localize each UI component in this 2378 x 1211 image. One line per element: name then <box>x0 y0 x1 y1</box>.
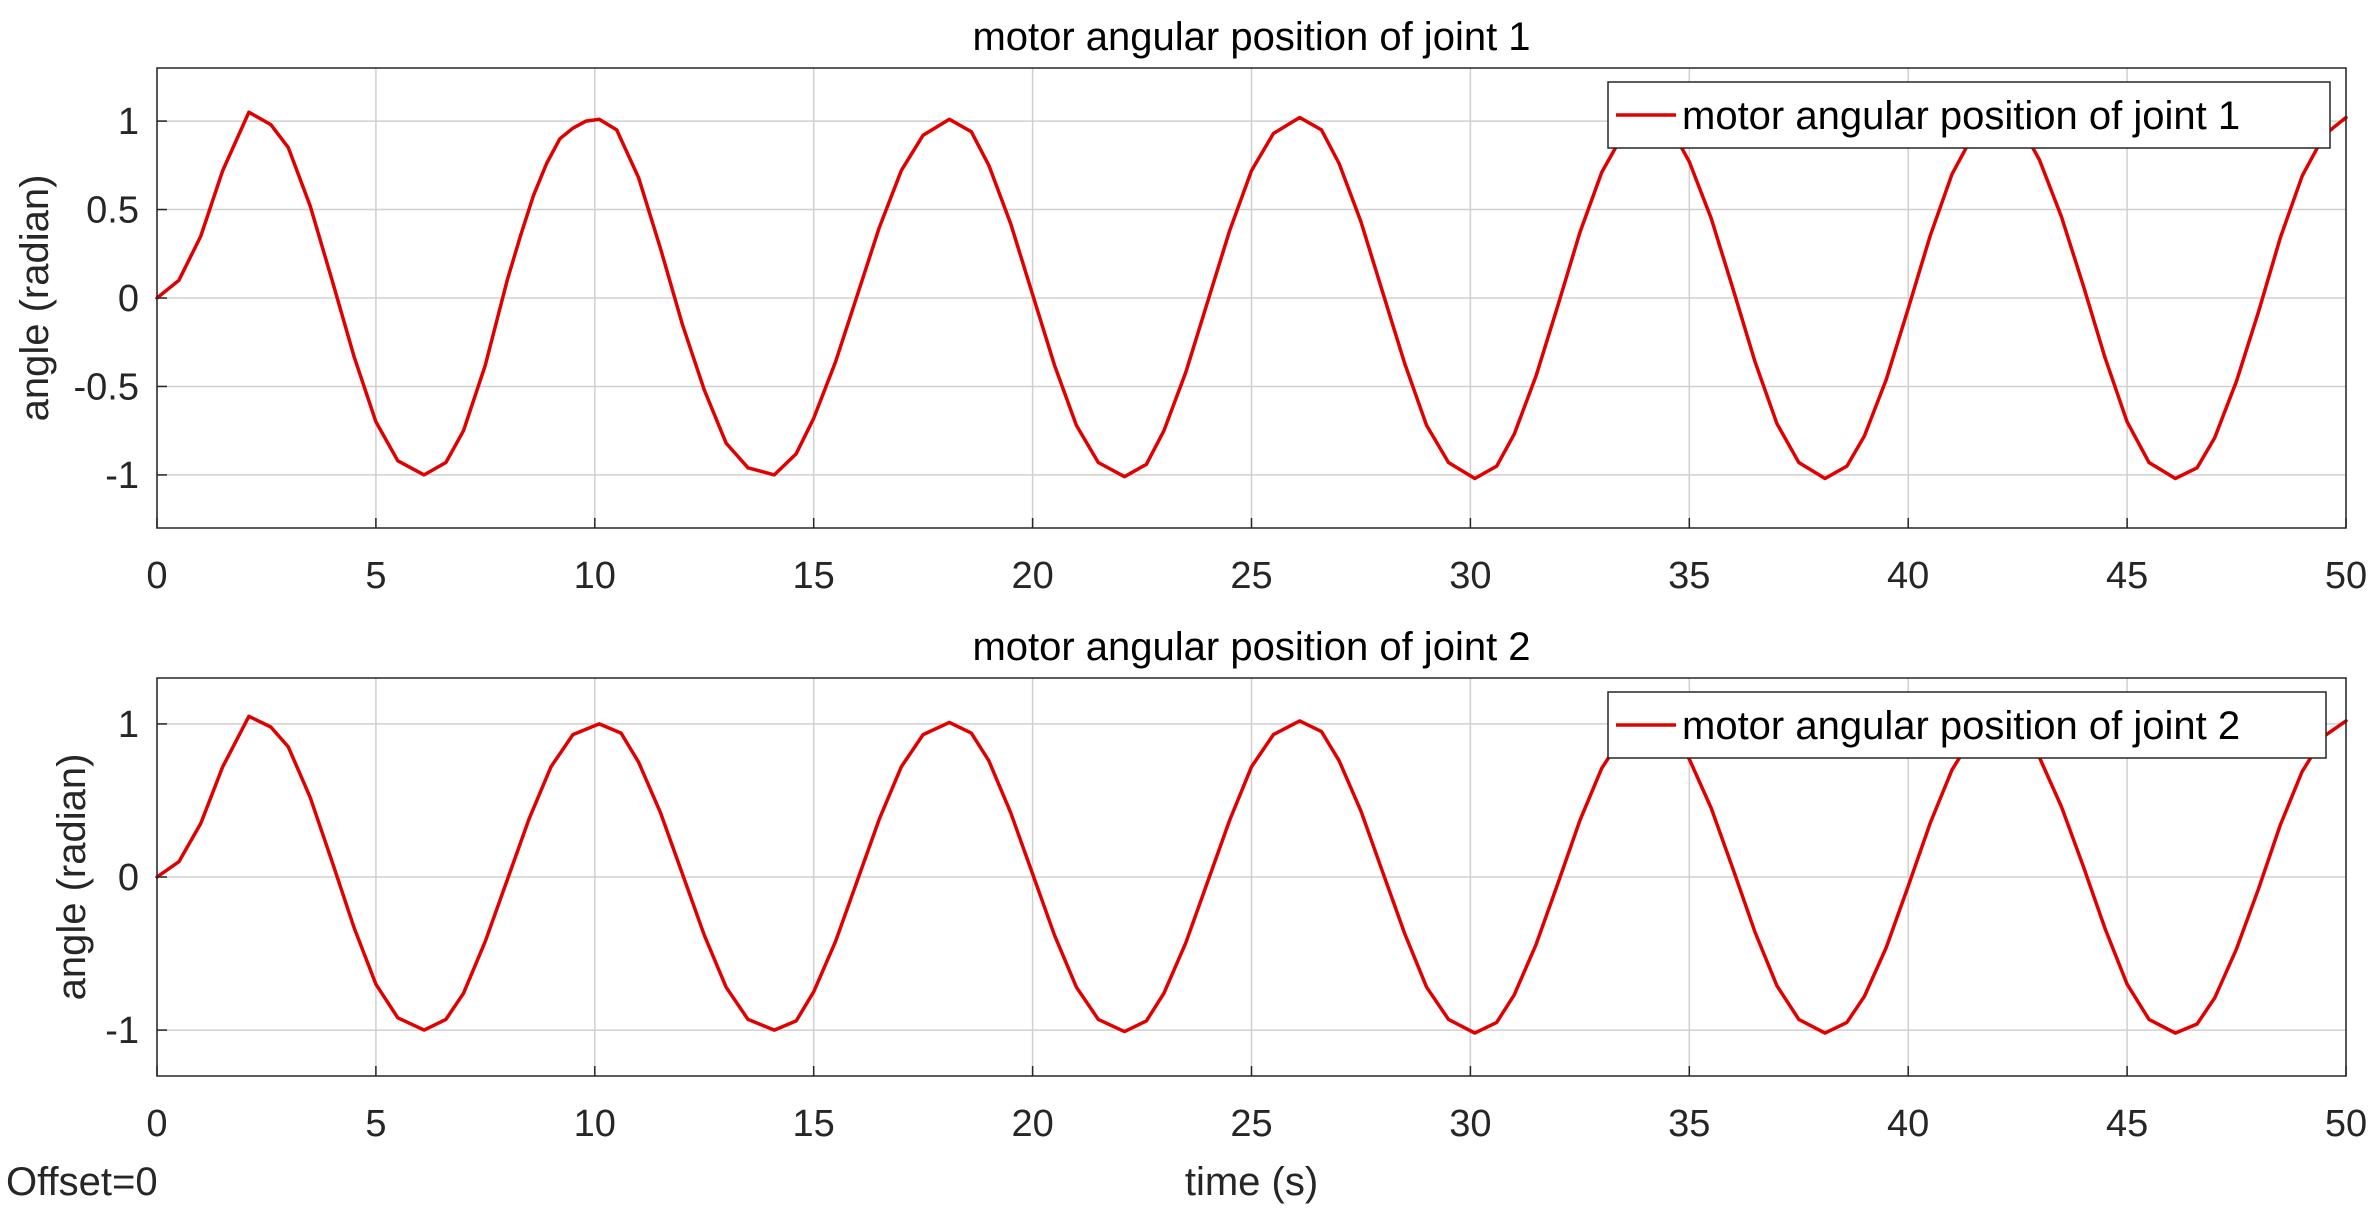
x-tick-label: 40 <box>1887 555 1929 597</box>
y-tick-label: -1 <box>105 455 139 497</box>
chart-2: 0 5 10 15 20 25 30 35 40 45 50 -1 0 1 motor angular po… <box>50 625 2367 1204</box>
legend-label: motor angular position of joint 1 <box>1682 94 2240 138</box>
legend-box <box>1607 691 2327 759</box>
x-tick-label: 15 <box>793 1103 835 1145</box>
y-tick-label: 0 <box>118 278 139 320</box>
legend: motor angular position of joint 2 <box>1607 691 2327 759</box>
x-tick-label: 35 <box>1668 555 1710 597</box>
x-tick-label: 0 <box>146 555 167 597</box>
x-tick-label: 10 <box>574 555 616 597</box>
x-tick-label: 0 <box>146 1103 167 1145</box>
x-tick-label: 25 <box>1230 555 1272 597</box>
chart-1: 0 5 10 15 20 25 30 35 40 45 50 -1 -0.5 0 0.5 1 motor ang… <box>13 15 2367 597</box>
x-tick-label: 30 <box>1449 555 1491 597</box>
x-tick-label: 50 <box>2325 555 2367 597</box>
y-tick-label: 1 <box>118 101 139 143</box>
x-tick-label: 5 <box>365 1103 386 1145</box>
legend: motor angular position of joint 1 <box>1607 81 2331 149</box>
legend-label: motor angular position of joint 2 <box>1682 704 2240 748</box>
y-tick-label: 1 <box>118 704 139 746</box>
x-tick-label: 5 <box>365 555 386 597</box>
y-tick-label: 0 <box>118 857 139 899</box>
y-tick-label: 0.5 <box>86 190 139 232</box>
x-axis-label: time (s) <box>1185 1160 1318 1204</box>
offset-footer: Offset=0 <box>6 1160 158 1204</box>
x-tick-label: 45 <box>2106 555 2148 597</box>
x-tick-label: 40 <box>1887 1103 1929 1145</box>
x-tick-label: 20 <box>1011 555 1053 597</box>
y-axis-label: angle (radian) <box>13 175 57 422</box>
legend-box <box>1607 81 2331 149</box>
chart-title: motor angular position of joint 1 <box>972 15 1530 59</box>
x-tick-label: 25 <box>1230 1103 1272 1145</box>
x-tick-label: 35 <box>1668 1103 1710 1145</box>
chart-title: motor angular position of joint 2 <box>972 625 1530 669</box>
y-tick-label: -1 <box>105 1010 139 1052</box>
y-axis-label: angle (radian) <box>50 754 94 1001</box>
y-tick-label: -0.5 <box>74 366 139 408</box>
x-tick-label: 45 <box>2106 1103 2148 1145</box>
x-tick-label: 10 <box>574 1103 616 1145</box>
x-tick-label: 30 <box>1449 1103 1491 1145</box>
x-tick-label: 15 <box>793 555 835 597</box>
x-tick-label: 50 <box>2325 1103 2367 1145</box>
x-tick-label: 20 <box>1011 1103 1053 1145</box>
